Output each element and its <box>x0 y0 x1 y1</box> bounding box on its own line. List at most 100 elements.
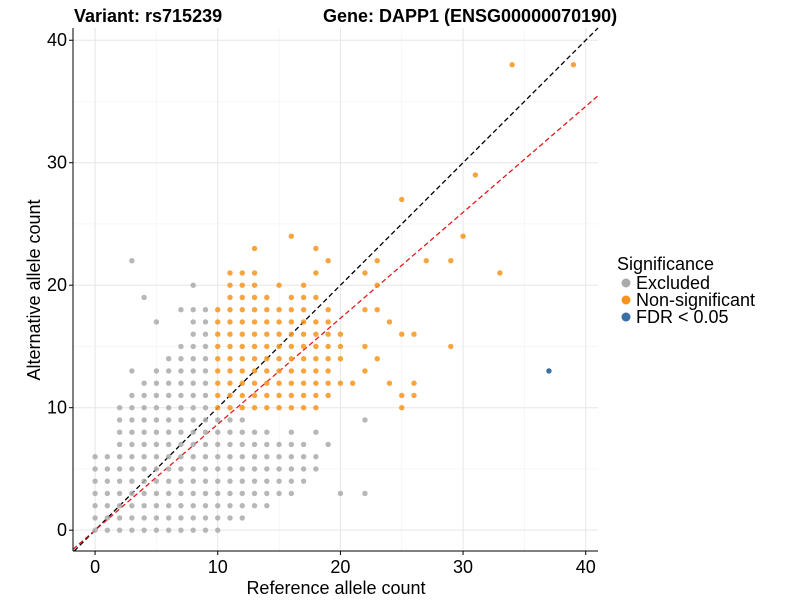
data-point-excluded <box>165 392 172 399</box>
data-point-excluded <box>165 515 172 521</box>
data-point-non-significant <box>313 343 319 350</box>
data-point-excluded <box>116 490 123 497</box>
data-point-excluded <box>313 429 319 435</box>
data-point-non-significant <box>239 380 245 386</box>
data-point-non-significant <box>227 392 233 399</box>
grid <box>73 28 598 551</box>
data-point-non-significant <box>264 319 270 325</box>
data-point-excluded <box>129 258 135 264</box>
data-point-non-significant <box>251 294 258 301</box>
data-point-excluded <box>153 417 160 423</box>
data-point-non-significant <box>300 331 307 337</box>
data-point-excluded <box>202 441 209 448</box>
data-point-non-significant <box>300 307 307 313</box>
data-point-excluded <box>190 453 196 460</box>
data-point-non-significant <box>325 331 331 337</box>
data-point-non-significant <box>215 368 221 374</box>
data-point-excluded <box>178 441 184 448</box>
data-point-excluded <box>104 453 111 460</box>
data-point-fdr-0-05 <box>546 368 552 374</box>
data-point-non-significant <box>264 307 270 313</box>
data-point-non-significant <box>215 380 221 386</box>
data-point-excluded <box>288 441 295 448</box>
data-point-non-significant <box>313 368 319 374</box>
data-point-non-significant <box>215 343 221 350</box>
data-point-non-significant <box>264 356 270 362</box>
data-point-non-significant <box>313 404 319 411</box>
data-point-excluded <box>300 441 307 448</box>
data-point-excluded <box>325 441 331 448</box>
data-point-non-significant <box>215 356 221 362</box>
data-point-non-significant <box>276 404 282 411</box>
data-point-excluded <box>227 466 233 472</box>
data-point-non-significant <box>325 307 331 313</box>
data-point-excluded <box>202 502 209 509</box>
data-point-excluded <box>227 490 233 497</box>
data-point-excluded <box>202 356 209 362</box>
data-point-excluded <box>190 282 196 288</box>
data-point-non-significant <box>227 380 233 386</box>
data-point-excluded <box>129 441 135 448</box>
data-point-non-significant <box>411 331 417 337</box>
data-point-non-significant <box>300 380 307 386</box>
data-point-excluded <box>104 502 111 509</box>
data-point-excluded <box>300 478 307 484</box>
data-point-non-significant <box>337 331 344 337</box>
data-point-excluded <box>129 502 135 509</box>
data-point-non-significant <box>276 307 282 313</box>
data-point-excluded <box>116 515 123 521</box>
data-point-non-significant <box>264 392 270 399</box>
data-point-non-significant <box>288 343 295 350</box>
data-point-non-significant <box>374 282 380 288</box>
y-axis-title: Alternative allele count <box>24 199 44 380</box>
data-point-excluded <box>264 478 270 484</box>
data-point-excluded <box>202 527 209 533</box>
data-point-non-significant <box>276 368 282 374</box>
data-point-excluded <box>300 453 307 460</box>
x-tick-label: 10 <box>208 557 228 577</box>
data-point-non-significant <box>300 319 307 325</box>
data-point-excluded <box>129 478 135 484</box>
data-points <box>92 62 577 533</box>
data-point-non-significant <box>264 380 270 386</box>
data-point-excluded <box>178 490 184 497</box>
data-point-excluded <box>141 453 147 460</box>
data-point-excluded <box>190 490 196 497</box>
data-point-excluded <box>313 466 319 472</box>
data-point-non-significant <box>251 307 258 313</box>
data-point-excluded <box>141 527 147 533</box>
data-point-excluded <box>153 319 160 325</box>
data-point-excluded <box>264 441 270 448</box>
data-point-excluded <box>202 478 209 484</box>
data-point-non-significant <box>313 331 319 337</box>
x-tick-label: 0 <box>90 557 100 577</box>
data-point-non-significant <box>325 368 331 374</box>
y-tick-label: 30 <box>47 153 67 173</box>
legend-label-fdr: FDR < 0.05 <box>636 307 729 327</box>
data-point-non-significant <box>313 270 319 276</box>
data-point-non-significant <box>215 404 221 411</box>
data-point-excluded <box>202 380 209 386</box>
data-point-non-significant <box>227 404 233 411</box>
data-point-non-significant <box>251 319 258 325</box>
data-point-excluded <box>92 515 98 521</box>
data-point-excluded <box>202 515 209 521</box>
data-point-excluded <box>153 453 160 460</box>
data-point-excluded <box>141 429 147 435</box>
data-point-excluded <box>190 380 196 386</box>
data-point-excluded <box>288 490 295 497</box>
x-tick-label: 30 <box>453 557 473 577</box>
data-point-non-significant <box>215 331 221 337</box>
data-point-non-significant <box>227 307 233 313</box>
data-point-excluded <box>165 380 172 386</box>
ticks: 0 10 20 30 40 0 10 20 30 40 <box>47 30 596 577</box>
data-point-non-significant <box>448 258 454 264</box>
data-point-excluded <box>202 404 209 411</box>
data-point-non-significant <box>362 270 368 276</box>
data-point-excluded <box>116 466 123 472</box>
data-point-non-significant <box>215 307 221 313</box>
data-point-excluded <box>116 502 123 509</box>
data-point-non-significant <box>251 331 258 337</box>
data-point-non-significant <box>239 294 245 301</box>
